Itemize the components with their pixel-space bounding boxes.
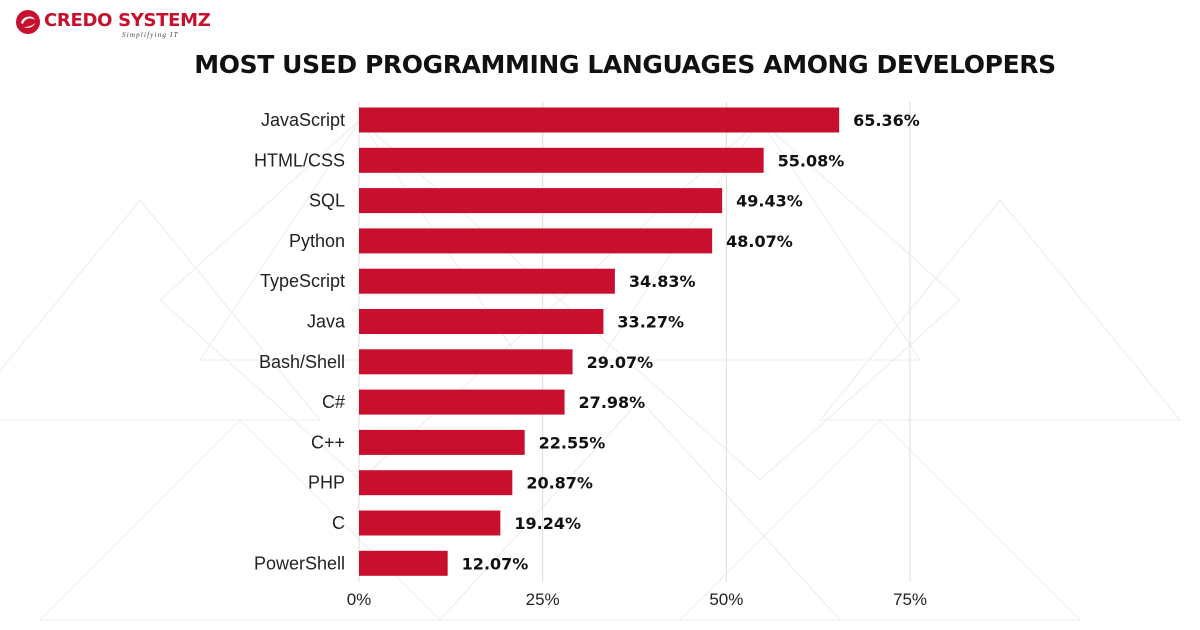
category-label: HTML/CSS xyxy=(254,150,345,170)
brand-name: CREDO SYSTEMZ xyxy=(44,10,211,31)
brand-tagline: Simplifying IT xyxy=(122,31,179,39)
x-tick-label: 50% xyxy=(709,590,743,609)
bar xyxy=(359,510,501,536)
bar xyxy=(359,389,565,415)
category-label: C# xyxy=(322,392,345,412)
x-axis-ticks: 0% 25% 50% 75% xyxy=(347,590,927,609)
value-label: 49.43% xyxy=(736,192,803,211)
x-tick-label: 25% xyxy=(526,590,560,609)
value-label: 65.36% xyxy=(853,111,920,130)
value-label: 19.24% xyxy=(514,514,581,533)
bar xyxy=(359,107,840,133)
value-labels: 65.36% 55.08% 49.43% 48.07% 34.83% 33.27% 29.0… xyxy=(462,111,920,573)
category-label: TypeScript xyxy=(260,271,345,291)
category-label: JavaScript xyxy=(261,110,345,130)
chart-title: MOST USED PROGRAMMING LANGUAGES AMONG DE… xyxy=(194,50,1056,79)
bars xyxy=(359,107,840,576)
value-label: 33.27% xyxy=(617,313,684,332)
category-label: SQL xyxy=(309,191,345,211)
bar xyxy=(359,188,723,214)
x-tick-label: 75% xyxy=(893,590,927,609)
gridlines xyxy=(358,101,911,582)
value-label: 12.07% xyxy=(462,554,529,573)
value-label: 27.98% xyxy=(579,393,646,412)
category-label: PowerShell xyxy=(254,553,345,573)
bar xyxy=(359,349,573,375)
value-label: 34.83% xyxy=(629,272,696,291)
value-label: 48.07% xyxy=(726,232,793,251)
value-label: 20.87% xyxy=(526,474,593,493)
category-label: Bash/Shell xyxy=(259,352,345,372)
category-label: PHP xyxy=(308,473,345,493)
bar xyxy=(359,550,448,576)
bar xyxy=(359,268,615,294)
bar xyxy=(359,309,604,334)
x-tick-label: 0% xyxy=(347,590,372,609)
value-label: 22.55% xyxy=(539,433,606,452)
credo-swirl-icon xyxy=(16,10,40,34)
value-label: 29.07% xyxy=(587,353,654,372)
category-label: Java xyxy=(307,312,346,332)
category-label: C++ xyxy=(311,432,345,452)
category-label: Python xyxy=(289,231,345,251)
bar xyxy=(359,228,713,254)
category-label: C xyxy=(332,513,345,533)
bar xyxy=(359,470,513,496)
bar xyxy=(359,147,764,173)
value-label: 55.08% xyxy=(778,151,845,170)
brand-logo: CREDO SYSTEMZ Simplifying IT xyxy=(14,8,214,42)
bar xyxy=(359,429,525,455)
category-labels: JavaScript HTML/CSS SQL Python TypeScript Jav… xyxy=(254,110,346,573)
